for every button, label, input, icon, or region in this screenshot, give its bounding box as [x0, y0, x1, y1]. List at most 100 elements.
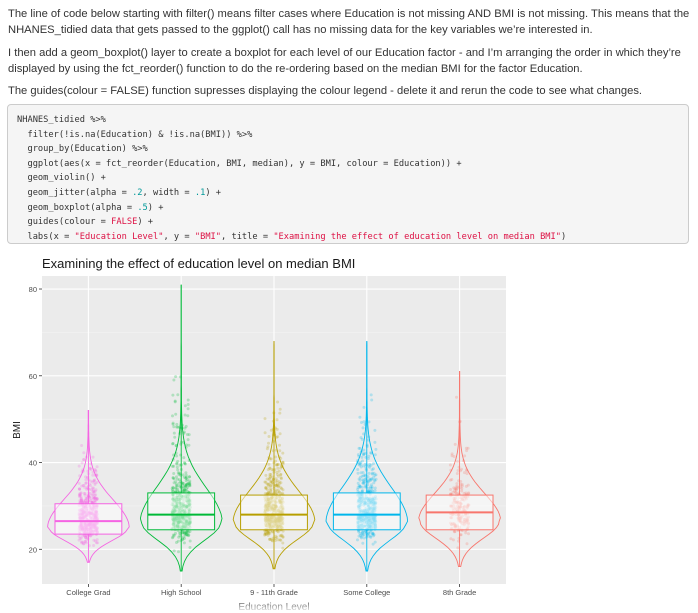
jitter-point	[174, 489, 177, 493]
jitter-point	[269, 487, 273, 490]
jitter-point	[181, 537, 185, 541]
jitter-point	[467, 491, 471, 495]
jitter-point	[171, 485, 175, 489]
jitter-point	[188, 482, 192, 486]
jitter-point	[268, 531, 272, 535]
jitter-point	[77, 487, 81, 491]
jitter-point	[360, 437, 364, 441]
jitter-point	[363, 473, 367, 477]
jitter-point	[176, 489, 179, 493]
jitter-point	[276, 538, 280, 542]
jitter-point	[454, 487, 458, 491]
jitter-point	[176, 468, 180, 472]
jitter-point	[277, 480, 281, 484]
jitter-point	[277, 490, 281, 494]
jitter-point	[275, 418, 279, 422]
jitter-point	[185, 533, 189, 537]
jitter-point	[357, 534, 361, 538]
jitter-point	[184, 476, 188, 480]
jitter-point	[359, 535, 363, 539]
jitter-point	[367, 454, 371, 458]
jitter-point	[89, 534, 93, 538]
x-tick-label: Some College	[343, 588, 390, 597]
jitter-point	[77, 534, 81, 538]
code-block[interactable]: NHANES_tidied %>% filter(!is.na(Educatio…	[7, 104, 689, 244]
jitter-point	[82, 491, 86, 495]
jitter-point	[364, 485, 367, 489]
jitter-point	[372, 471, 376, 475]
jitter-point	[263, 431, 267, 435]
jitter-point	[278, 411, 282, 415]
jitter-point	[274, 480, 278, 484]
jitter-point	[93, 468, 97, 471]
jitter-point	[363, 530, 367, 534]
jitter-point	[82, 458, 86, 462]
code-line: ggplot(aes(x = fct_reorder(Education, BM…	[17, 158, 462, 169]
jitter-point	[366, 486, 370, 490]
jitter-point	[279, 538, 283, 542]
jitter-point	[274, 455, 277, 459]
jitter-point	[182, 489, 186, 493]
jitter-point	[281, 535, 285, 539]
jitter-point	[92, 479, 96, 483]
jitter-point	[80, 444, 84, 447]
jitter-point	[173, 400, 177, 404]
jitter-point	[361, 479, 365, 483]
jitter-point	[89, 488, 93, 492]
paragraph-filter-explanation: The line of code below starting with fil…	[8, 8, 690, 36]
jitter-point	[171, 422, 175, 426]
jitter-point	[373, 473, 377, 477]
jitter-point	[358, 415, 362, 419]
jitter-point	[91, 473, 95, 477]
jitter-point	[362, 405, 366, 409]
jitter-point	[172, 472, 176, 475]
jitter-point	[360, 532, 364, 536]
jitter-point	[184, 532, 188, 536]
jitter-point	[79, 492, 83, 495]
jitter-point	[91, 480, 95, 484]
jitter-point	[89, 484, 93, 488]
jitter-point	[370, 398, 374, 402]
jitter-point	[84, 534, 88, 538]
jitter-point	[373, 479, 377, 483]
jitter-point	[186, 490, 190, 493]
jitter-point	[360, 536, 363, 540]
x-tick-label: 8th Grade	[443, 588, 476, 597]
jitter-point	[181, 538, 185, 541]
jitter-point	[368, 478, 372, 482]
jitter-point	[94, 496, 97, 500]
jitter-point	[370, 472, 374, 476]
jitter-point	[361, 471, 365, 474]
jitter-point	[268, 537, 272, 541]
jitter-point	[269, 489, 273, 493]
jitter-point	[96, 541, 100, 545]
jitter-point	[266, 491, 270, 494]
jitter-point	[361, 531, 365, 535]
jitter-point	[275, 479, 279, 483]
jitter-point	[371, 542, 375, 546]
jitter-point	[278, 449, 282, 453]
jitter-point	[93, 500, 97, 504]
jitter-point	[370, 483, 373, 487]
jitter-point	[182, 486, 186, 490]
jitter-point	[369, 486, 373, 490]
jitter-point	[362, 474, 366, 478]
jitter-point	[460, 467, 463, 471]
jitter-point	[281, 535, 285, 539]
jitter-point	[367, 532, 371, 536]
jitter-point	[460, 484, 464, 488]
jitter-point	[175, 454, 179, 458]
jitter-point	[450, 454, 454, 458]
jitter-point	[374, 477, 378, 481]
jitter-point	[263, 492, 267, 496]
jitter-point	[362, 533, 366, 537]
jitter-point	[370, 485, 374, 489]
jitter-point	[452, 486, 456, 490]
jitter-point	[448, 463, 452, 467]
jitter-point	[185, 443, 188, 447]
jitter-point	[453, 489, 457, 493]
jitter-point	[363, 480, 367, 484]
bottom-fade	[0, 597, 698, 613]
jitter-point	[266, 488, 270, 492]
jitter-point	[186, 534, 190, 538]
